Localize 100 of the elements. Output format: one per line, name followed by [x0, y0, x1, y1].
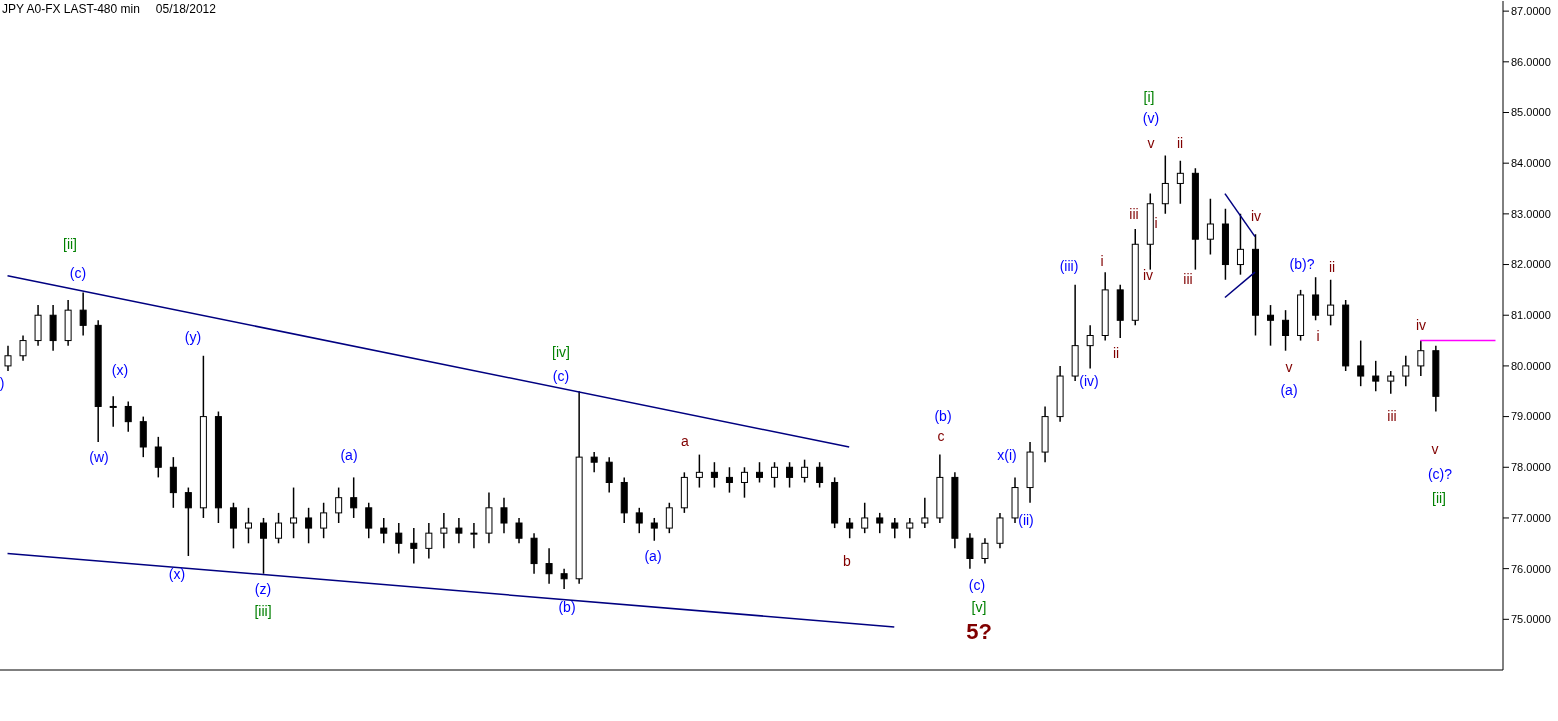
candlestick — [440, 512, 448, 550]
candlestick — [470, 522, 478, 550]
candlestick — [635, 507, 643, 534]
y-tick-label: 79.0000 — [1511, 410, 1551, 423]
candlestick — [335, 486, 343, 524]
annotation: [ii] — [1432, 490, 1446, 506]
candlestick — [1267, 304, 1275, 347]
annotation: (w) — [89, 449, 109, 465]
annotation: (a) — [1280, 382, 1298, 398]
chart-subtitle: 05/18/2012 — [155, 2, 216, 16]
candlestick — [275, 512, 283, 545]
annotation: ii — [1112, 345, 1120, 361]
candlestick — [650, 517, 658, 542]
candlestick — [184, 486, 192, 557]
candlestick — [1236, 213, 1244, 276]
candlestick — [290, 486, 298, 539]
candlestick — [1372, 360, 1380, 392]
annotation: iii — [1387, 408, 1397, 424]
candlestick — [1206, 197, 1214, 256]
annotation: (c) — [968, 577, 986, 593]
annotation: iii — [1183, 271, 1193, 287]
candlestick — [1282, 309, 1290, 352]
candlestick — [801, 458, 809, 484]
annotation: (x) — [111, 362, 129, 378]
annotation: (iii) — [1059, 258, 1079, 274]
candlestick — [320, 502, 328, 539]
candlestick — [710, 461, 718, 489]
annotation: ii — [1176, 135, 1184, 151]
annotation: (a) — [644, 548, 662, 564]
y-tick-label: 84.0000 — [1511, 157, 1551, 170]
candlestick — [966, 532, 974, 570]
candlestick — [1357, 339, 1365, 387]
y-tick-label: 75.0000 — [1511, 613, 1551, 626]
candlestick — [590, 451, 598, 474]
candlestick — [1402, 355, 1410, 387]
annotation: (x) — [168, 566, 186, 582]
annotation: iv — [1415, 317, 1427, 333]
candlestick — [1161, 154, 1169, 215]
candlestick — [695, 453, 703, 489]
candlestick — [665, 502, 673, 534]
y-tick-label: 81.0000 — [1511, 309, 1551, 322]
chart-title: JPY A0-FX LAST-480 min — [2, 2, 140, 16]
annotation: [i] — [1143, 89, 1155, 105]
annotation: i — [1100, 253, 1104, 269]
candlestick — [260, 517, 268, 575]
candlestick — [846, 517, 854, 539]
candlestick — [816, 461, 824, 489]
annotation: v — [1431, 441, 1439, 457]
annotation: (iv) — [1079, 373, 1099, 389]
candlestick — [124, 400, 132, 433]
candlestick — [906, 517, 914, 539]
annotation: i — [1316, 328, 1320, 344]
candlestick — [425, 522, 433, 560]
candlestick — [19, 334, 27, 362]
annotation: ii — [1328, 259, 1336, 275]
annotation: 5? — [966, 619, 992, 644]
candlestick — [560, 567, 568, 590]
candlestick — [725, 466, 733, 494]
annotation: (c) — [552, 368, 570, 384]
candlestick — [1176, 159, 1184, 205]
annotation: v — [1285, 359, 1293, 375]
y-tick-label: 85.0000 — [1511, 106, 1551, 119]
candlestick — [1086, 324, 1094, 370]
annotation: [iv] — [552, 344, 570, 360]
candlestick — [740, 466, 748, 499]
annotation: (c) — [69, 265, 87, 281]
y-tick-label: 78.0000 — [1511, 461, 1551, 474]
candlestick — [876, 512, 884, 534]
candlestick — [380, 517, 388, 545]
annotation: [v] — [971, 599, 987, 615]
y-tick-label: 80.0000 — [1511, 359, 1551, 372]
y-tick-label: 76.0000 — [1511, 562, 1551, 575]
annotation: a — [681, 433, 689, 449]
annotation: [iii] — [254, 603, 272, 619]
annotation: v — [1147, 135, 1155, 151]
annotation: b — [843, 553, 851, 569]
annotation: iii — [1129, 206, 1139, 222]
candlestick — [1327, 279, 1335, 327]
annotation: iv — [1142, 267, 1154, 283]
annotation: (z) — [254, 581, 272, 597]
y-tick-label: 87.0000 — [1511, 5, 1551, 18]
annotation: (b) — [934, 408, 952, 424]
candlestick — [305, 507, 313, 545]
candlestick — [515, 517, 523, 545]
y-tick-label: 86.0000 — [1511, 55, 1551, 68]
candlestick — [786, 461, 794, 489]
candlestick — [1417, 339, 1425, 377]
candlestick — [771, 461, 779, 489]
annotation: x(i) — [997, 447, 1017, 463]
annotation: (ii) — [1018, 512, 1034, 528]
candlestick — [154, 436, 162, 479]
candlestick — [1387, 370, 1395, 395]
candlestick — [229, 502, 237, 550]
candlestick — [921, 496, 929, 529]
candlestick — [244, 507, 252, 545]
candlestick — [455, 517, 463, 545]
candlestick — [79, 291, 87, 337]
candlestick — [605, 456, 613, 494]
annotation: (a) — [340, 447, 358, 463]
annotation: ) — [0, 375, 5, 391]
